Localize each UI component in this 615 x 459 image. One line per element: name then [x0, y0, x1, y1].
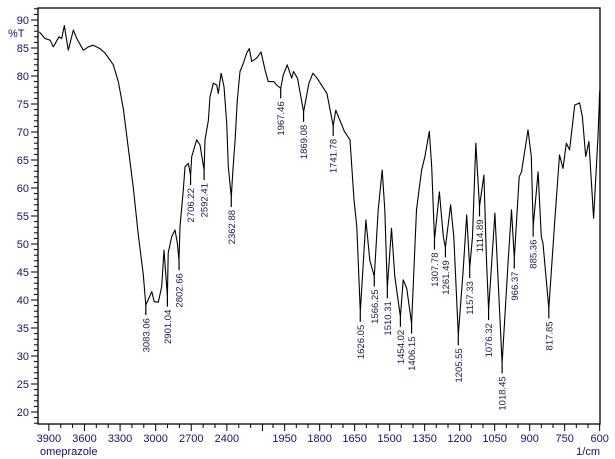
peak-label: 1307.78: [430, 253, 441, 287]
x-tick-label: 2400: [215, 433, 239, 445]
y-tick-label: 65: [17, 155, 29, 167]
x-tick-label: 900: [520, 433, 538, 445]
peak-label: 2802.66: [175, 273, 186, 307]
x-tick-label: 3900: [37, 433, 61, 445]
y-tick-label: 30: [17, 351, 29, 363]
y-tick-label: 90: [17, 15, 29, 27]
x-tick-label: 1800: [307, 433, 331, 445]
y-tick-label: 50: [17, 239, 29, 251]
peak-label: 1076.32: [484, 323, 495, 357]
x-tick-label: 1350: [412, 433, 436, 445]
peak-label: 1205.55: [454, 348, 465, 382]
peak-label: 2592.41: [200, 183, 211, 217]
peak-label: 1454.02: [396, 330, 407, 364]
peak-label: 1406.15: [407, 337, 418, 371]
x-axis-title: 1/cm: [576, 446, 600, 458]
peak-label: 1114.89: [475, 219, 486, 252]
sample-name: omeprazole: [40, 446, 97, 458]
peak-label: 1869.08: [299, 125, 310, 159]
peak-label: 3083.06: [141, 318, 152, 352]
peak-label: 1967.46: [276, 101, 287, 135]
peak-label: 817.85: [544, 321, 555, 350]
x-tick-label: 1200: [447, 433, 471, 445]
plot-frame: [37, 7, 601, 425]
peak-label: 1157.33: [465, 281, 476, 315]
y-tick-label: 75: [17, 99, 29, 111]
x-tick-label: 1500: [377, 433, 401, 445]
peak-label: 1261.49: [441, 260, 452, 294]
peak-label: 1566.25: [370, 289, 381, 323]
y-tick-label: 45: [17, 267, 29, 279]
y-tick-label: 35: [17, 323, 29, 335]
peak-label: 2706.22: [186, 188, 197, 222]
x-tick-label: 3300: [108, 433, 132, 445]
y-axis-title: %T: [8, 28, 25, 40]
y-tick-label: 70: [17, 127, 29, 139]
y-tick-label: 55: [17, 211, 29, 223]
peak-label: 2901.04: [163, 310, 174, 344]
peak-label: 1626.05: [356, 325, 367, 359]
peak-label: 966.37: [510, 272, 521, 301]
y-tick-label: 20: [17, 407, 29, 419]
x-tick-label: 3000: [143, 433, 167, 445]
x-tick-label: 3600: [72, 433, 96, 445]
x-tick-label: 1050: [482, 433, 506, 445]
peak-label: 885.36: [529, 240, 540, 269]
x-tick-label: 750: [555, 433, 573, 445]
y-tick-label: 80: [17, 71, 29, 83]
series-line-omeprazole: [38, 25, 601, 364]
x-tick-label: 1950: [272, 433, 296, 445]
peak-label: 1018.45: [498, 376, 509, 410]
y-tick-label: 40: [17, 295, 29, 307]
plot-border: [37, 7, 601, 425]
spectrum-trace: [38, 25, 601, 364]
peak-label: 1741.78: [329, 139, 340, 173]
y-axis: 20 25 30 35 40 45 50 55 60 65 70 75 80 85 90: [17, 8, 38, 424]
peak-label: 1510.31: [383, 301, 394, 335]
x-axis: 3900 3600 3300 3000 2700 2400 1950 1800 1650 1500…: [37, 424, 609, 445]
y-tick-label: 25: [17, 379, 29, 391]
x-tick-label: 1650: [342, 433, 366, 445]
x-tick-label: 2700: [179, 433, 203, 445]
peak-label: 2362.88: [227, 210, 238, 244]
y-tick-label: 60: [17, 183, 29, 195]
y-tick-label: 85: [17, 43, 29, 55]
x-tick-label: 600: [590, 433, 608, 445]
